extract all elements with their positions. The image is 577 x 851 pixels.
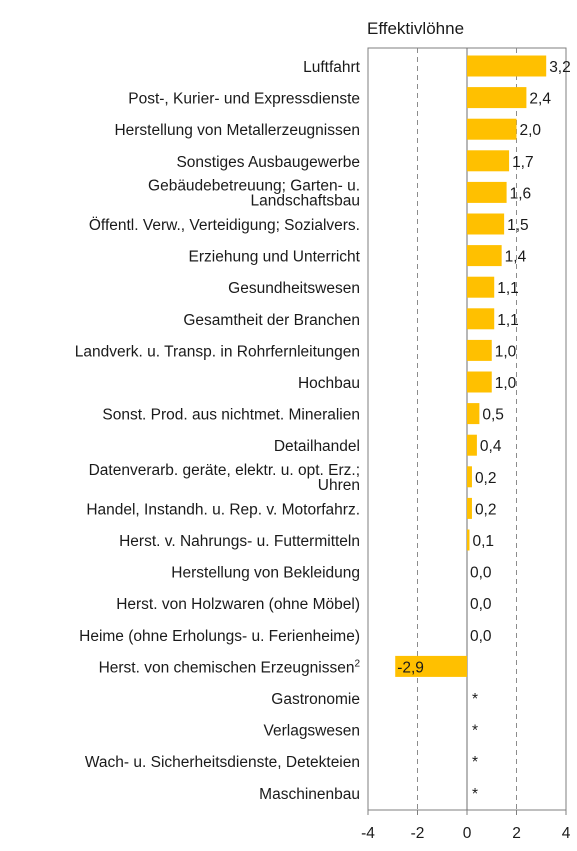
- category-label: Verlagswesen: [263, 723, 360, 740]
- category-label: Sonst. Prod. aus nichtmet. Mineralien: [102, 407, 360, 424]
- bar: [467, 245, 502, 267]
- category-label: Handel, Instandh. u. Rep. v. Motorfahrz.: [86, 501, 360, 518]
- chart-title: Effektivlöhne: [367, 19, 464, 38]
- category-label: Herst. von Holzwaren (ohne Möbel): [116, 596, 360, 613]
- bar: [467, 87, 527, 109]
- category-label: Detailhandel: [274, 438, 360, 455]
- x-tick-label: 2: [512, 825, 521, 842]
- category-label: Erziehung und Unterricht: [189, 249, 361, 266]
- value-label: -2,9: [397, 659, 424, 676]
- value-label: *: [472, 691, 478, 708]
- category-label: Post-, Kurier- und Expressdienste: [128, 91, 360, 108]
- value-label: 2,4: [529, 91, 551, 108]
- value-label: 0,4: [480, 438, 502, 455]
- value-label: 1,0: [495, 343, 517, 360]
- bar: [467, 339, 492, 361]
- value-label: 0,2: [475, 501, 497, 518]
- bar: [467, 181, 507, 203]
- value-label: 2,0: [520, 122, 542, 139]
- value-label: 0,0: [470, 565, 492, 582]
- category-label: Landverk. u. Transp. in Rohrfernleitunge…: [75, 343, 360, 360]
- value-label: *: [472, 723, 478, 740]
- grid-lines: [417, 48, 517, 810]
- value-label: 3,2: [549, 59, 571, 76]
- value-label: 0,2: [475, 470, 497, 487]
- value-label: 0,5: [482, 407, 504, 424]
- value-label: 1,1: [497, 312, 519, 329]
- bar: [467, 403, 480, 425]
- category-label: Wach- u. Sicherheitsdienste, Detekteien: [85, 754, 360, 771]
- x-tick-label: -2: [411, 825, 425, 842]
- value-label: 1,6: [510, 185, 532, 202]
- value-label: 1,0: [495, 375, 517, 392]
- bar: [467, 434, 477, 456]
- bar: [467, 150, 510, 172]
- x-tick-label: 0: [463, 825, 472, 842]
- category-label: Herstellung von Metallerzeugnissen: [114, 122, 360, 139]
- value-labels: 3,2 2,4 2,0 1,7 1,6 1,5 1,4 1,1 1,1 1,0 1,0 0,5 0,4 0…: [397, 59, 571, 803]
- category-label: Maschinenbau: [259, 786, 360, 803]
- category-label: Heime (ohne Erholungs- u. Ferienheime): [79, 628, 360, 645]
- category-label: Gesundheitswesen: [228, 280, 360, 297]
- category-label: Herstellung von Bekleidung: [171, 565, 360, 582]
- bar: [467, 308, 495, 330]
- category-label: Luftfahrt: [303, 59, 361, 76]
- value-label: *: [472, 786, 478, 803]
- value-label: 1,1: [497, 280, 519, 297]
- category-label: Sonstiges Ausbaugewerbe: [176, 154, 360, 171]
- category-labels: Luftfahrt Post-, Kurier- und Expressdiens…: [75, 59, 361, 803]
- bar: [467, 529, 470, 551]
- bar: [395, 655, 467, 677]
- value-label: 1,5: [507, 217, 529, 234]
- bar: [467, 371, 492, 393]
- bar: [467, 276, 495, 298]
- bar: [467, 497, 472, 519]
- bar: [467, 466, 472, 488]
- bar: [467, 55, 547, 77]
- bar: [467, 118, 517, 140]
- x-tick-label: 4: [562, 825, 571, 842]
- value-label: 1,7: [512, 154, 534, 171]
- value-label: 0,1: [472, 533, 494, 550]
- category-label: Datenverarb. geräte, elektr. u. opt. Erz…: [89, 462, 360, 494]
- category-label: Gastronomie: [271, 691, 360, 708]
- value-label: *: [472, 754, 478, 771]
- bar: [467, 213, 505, 235]
- value-label: 1,4: [505, 249, 527, 266]
- x-tick-label: -4: [361, 825, 375, 842]
- bars: [395, 55, 547, 677]
- value-label: 0,0: [470, 628, 492, 645]
- category-label: Gesamtheit der Branchen: [183, 312, 360, 329]
- value-label: 0,0: [470, 596, 492, 613]
- category-label: Herst. von chemischen Erzeugnissen2: [99, 658, 361, 676]
- category-label: Hochbau: [298, 375, 360, 392]
- category-label: Öffentl. Verw., Verteidigung; Sozialvers…: [89, 216, 360, 234]
- category-label: Herst. v. Nahrungs- u. Futtermitteln: [119, 533, 360, 550]
- category-label: Gebäudebetreuung; Garten- u. Landschaftsb…: [148, 177, 360, 209]
- x-axis-ticks: -4 -2 0 2 4: [361, 810, 571, 842]
